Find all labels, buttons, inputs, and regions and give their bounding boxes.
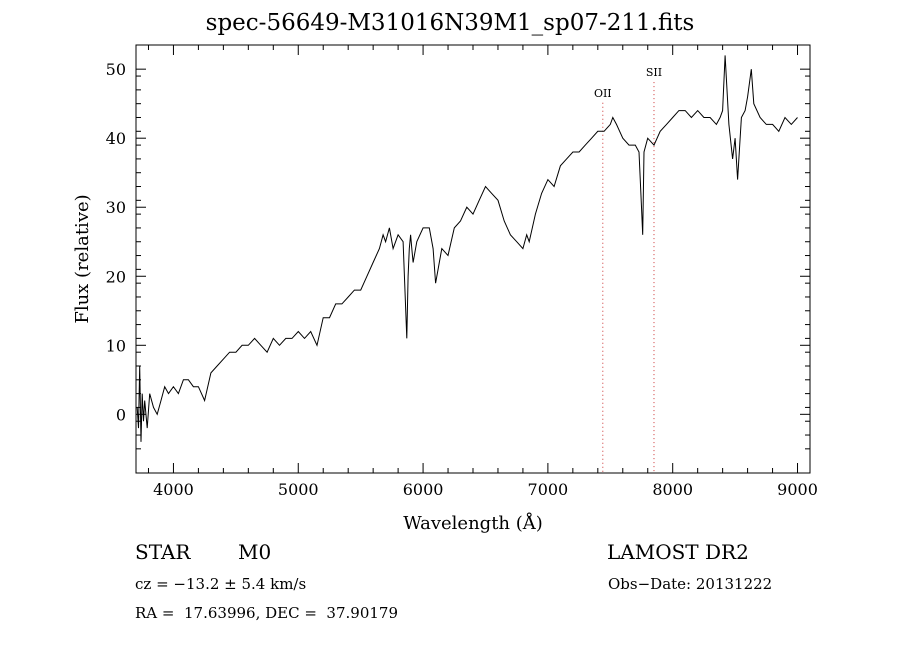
y-tick-label: 10 [106,336,126,355]
line-label-sii: SII [646,66,662,79]
x-tick-label: 8000 [652,480,693,499]
x-axis-label: Wavelength (Å) [403,512,543,534]
object-subclass: M0 [238,540,272,564]
y-axis-label: Flux (relative) [72,194,93,323]
observation-date: Obs−Date: 20131222 [608,575,773,593]
y-tick-label: 30 [106,198,126,217]
x-tick-label: 4000 [153,480,194,499]
x-tick-label: 7000 [528,480,569,499]
chart-title: spec-56649-M31016N39M1_sp07-211.fits [205,10,695,36]
y-tick-label: 20 [106,267,126,286]
y-tick-label: 0 [116,405,126,424]
x-tick-label: 6000 [403,480,444,499]
object-class: STAR [135,540,191,564]
survey-name: LAMOST DR2 [607,540,749,564]
line-label-oii: OII [594,87,612,100]
spectrum-series-line [136,55,798,442]
x-tick-label: 9000 [777,480,818,499]
y-tick-label: 40 [106,129,126,148]
plot-frame [135,44,811,474]
redshift-velocity: cz = −13.2 ± 5.4 km/s [135,575,307,593]
y-tick-label: 50 [106,60,126,79]
ra-dec-coordinates: RA = 17.63996, DEC = 37.90179 [135,604,399,622]
x-tick-label: 5000 [278,480,319,499]
